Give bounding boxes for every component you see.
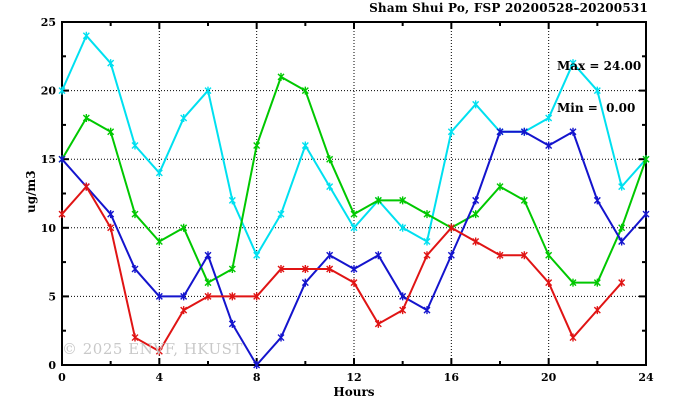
x-tick-label: 4 <box>156 371 164 384</box>
y-tick-label: 20 <box>41 85 57 98</box>
legend-box: Max = 24.00 Min = 0.00 <box>557 31 641 143</box>
x-tick-label: 0 <box>58 371 66 384</box>
blue-line-markers <box>58 127 650 369</box>
y-tick-label: 15 <box>41 153 56 166</box>
x-tick-label: 12 <box>346 371 361 384</box>
chart-title: Sham Shui Po, FSP 20200528–20200531 <box>369 1 648 15</box>
y-tick-label: 0 <box>48 359 56 372</box>
watermark: © 2025 ENVF, HKUST <box>62 340 243 358</box>
red-line-path <box>61 185 623 353</box>
blue-line <box>58 127 650 369</box>
red-line-markers <box>58 182 626 356</box>
red-line <box>58 182 626 356</box>
x-tick-label: 20 <box>541 371 557 384</box>
y-tick-label: 5 <box>48 290 56 303</box>
x-tick-label: 8 <box>253 371 261 384</box>
x-axis-title: Hours <box>333 385 375 399</box>
tick-labels: 0 4 8 12 16 20 24 0 5 10 15 20 25 <box>41 16 654 384</box>
legend-min-value: Min = 0.00 <box>557 101 636 115</box>
y-tick-label: 10 <box>41 222 57 235</box>
x-tick-label: 24 <box>638 371 654 384</box>
x-tick-label: 16 <box>444 371 460 384</box>
legend-max-value: Max = 24.00 <box>557 59 642 73</box>
y-tick-label: 25 <box>41 16 56 29</box>
y-axis-title: ug/m3 <box>24 170 38 213</box>
